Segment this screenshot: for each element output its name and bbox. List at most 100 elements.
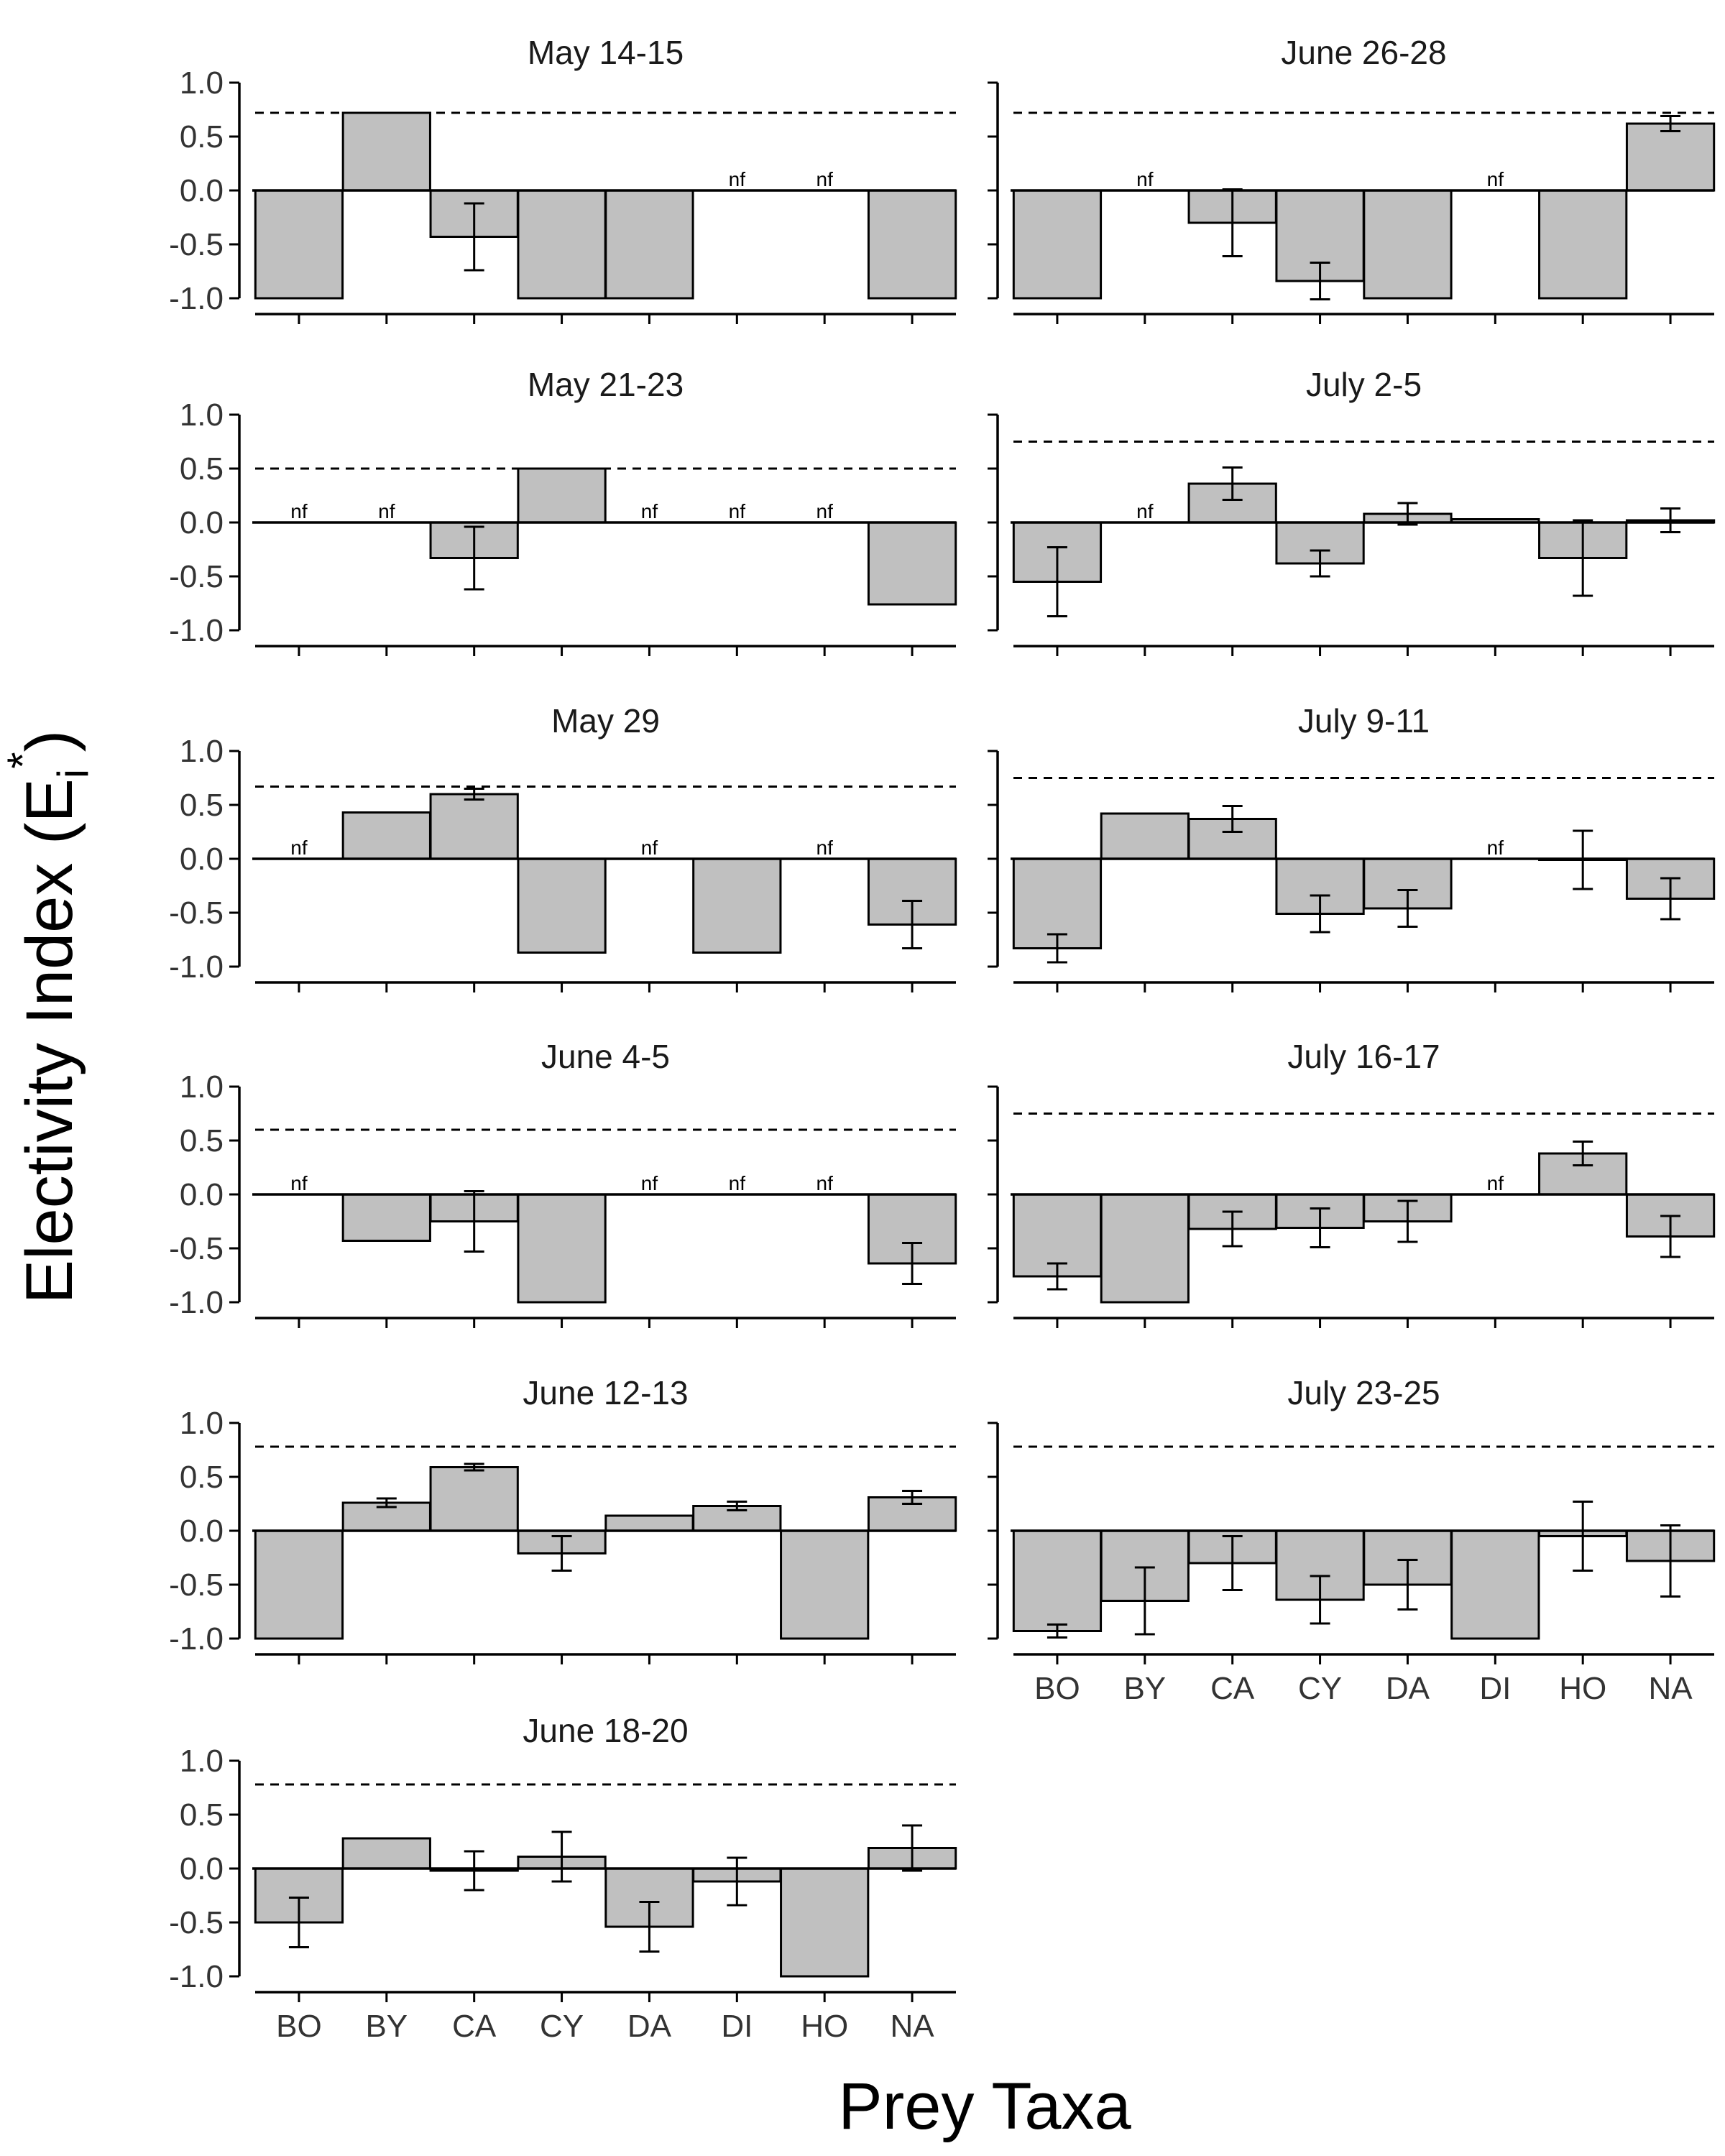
bar-CY bbox=[517, 467, 607, 524]
x-tick-label-CY: CY bbox=[540, 2009, 584, 2044]
y-tick-label: -1.0 bbox=[169, 949, 224, 985]
y-tick-label: -0.5 bbox=[169, 559, 224, 594]
y-tick-label: 1.0 bbox=[180, 1743, 224, 1779]
x-tick-label-NA: NA bbox=[1649, 1671, 1693, 1706]
bar-CY bbox=[517, 1193, 607, 1304]
panel-title: May 21-23 bbox=[528, 366, 684, 403]
nf-label-DI: nf bbox=[1487, 837, 1504, 859]
panel-june-18-20: June 18-20 1.0 0.5 0.0 -0.5 -1.0 BO BY CA CY DA DI H… bbox=[169, 1712, 957, 2044]
y-tick-label: -1.0 bbox=[169, 281, 224, 316]
y-tick-label: 0.0 bbox=[180, 1851, 224, 1886]
nf-label-DI: nf bbox=[729, 1172, 746, 1194]
panel-may-14-15: May 14-15 nf nf 1.0 0.5 0.0 -0.5 -1.0 bbox=[169, 34, 957, 324]
bar-BY bbox=[341, 111, 431, 192]
nf-label-BO: nf bbox=[290, 837, 308, 859]
y-tick-label: 1.0 bbox=[180, 1069, 224, 1105]
x-tick-label-BO: BO bbox=[1034, 1671, 1080, 1706]
x-tick-label-BY: BY bbox=[1123, 1671, 1166, 1706]
panel-july-9-11: July 9-11 nf bbox=[988, 702, 1716, 992]
y-tick-label: 0.0 bbox=[180, 173, 224, 208]
bar-HO bbox=[780, 1529, 870, 1640]
y-tick-label: -1.0 bbox=[169, 613, 224, 648]
y-tick-label: -0.5 bbox=[169, 1231, 224, 1266]
panel-july-23-25: July 23-25 BO BY CA CY DA DI HO NA bbox=[988, 1374, 1716, 1706]
nf-label-BY: nf bbox=[1136, 168, 1154, 190]
y-tick-label: 0.5 bbox=[180, 788, 224, 823]
nf-label-DI: nf bbox=[1487, 1172, 1504, 1194]
panel-title: July 23-25 bbox=[1287, 1374, 1440, 1411]
y-tick-label: 0.0 bbox=[180, 1514, 224, 1549]
panel-may-21-23: May 21-23 nf nf nf nf nf 1.0 0.5 0.0 -0.5 -1.0 bbox=[169, 366, 957, 656]
x-tick-label-DA: DA bbox=[1386, 1671, 1430, 1706]
bar-BO bbox=[254, 189, 344, 300]
panel-title: July 16-17 bbox=[1287, 1038, 1440, 1075]
panel-july-2-5: July 2-5 nf bbox=[988, 366, 1716, 656]
x-tick-label-DI: DI bbox=[1479, 1671, 1511, 1706]
bar-DA bbox=[1363, 189, 1453, 300]
bar-BO bbox=[1012, 1529, 1103, 1632]
nf-label-DA: nf bbox=[641, 500, 658, 522]
panel-title: June 4-5 bbox=[541, 1038, 670, 1075]
x-tick-label-HO: HO bbox=[801, 2009, 848, 2044]
panel-title: July 2-5 bbox=[1306, 366, 1422, 403]
y-tick-label: 0.0 bbox=[180, 842, 224, 877]
bar-HO bbox=[1538, 189, 1628, 300]
y-axis-title-main: Electivity Index (E bbox=[13, 778, 86, 1304]
x-tick-label-CA: CA bbox=[1210, 1671, 1255, 1706]
y-axis-title-close: ) bbox=[13, 730, 86, 752]
bar-NA bbox=[867, 189, 957, 300]
y-tick-label: 1.0 bbox=[180, 734, 224, 769]
nf-label-BY: nf bbox=[378, 500, 395, 522]
panel-june-4-5: June 4-5 nf nf nf nf 1.0 0.5 0.0 -0.5 -1.0 bbox=[169, 1038, 957, 1328]
y-tick-label: 0.0 bbox=[180, 1177, 224, 1212]
bar-DA bbox=[604, 1514, 694, 1532]
y-axis-title-sup: * bbox=[0, 752, 47, 768]
bar-CA bbox=[429, 793, 519, 860]
bar-BY bbox=[341, 1193, 431, 1242]
y-tick-label: -0.5 bbox=[169, 227, 224, 262]
panel-title: July 9-11 bbox=[1298, 702, 1430, 740]
nf-label-BY: nf bbox=[1136, 500, 1154, 522]
bar-DI bbox=[1450, 1529, 1540, 1640]
bar-DI bbox=[692, 857, 782, 954]
y-tick-label: 0.0 bbox=[180, 505, 224, 540]
panel-may-29: May 29 nf nf nf 1.0 0.5 0.0 -0.5 -1.0 bbox=[169, 702, 957, 992]
x-tick-label-BY: BY bbox=[365, 2009, 408, 2044]
nf-label-DI: nf bbox=[729, 500, 746, 522]
x-tick-label-DI: DI bbox=[721, 2009, 753, 2044]
bar-BY bbox=[341, 811, 431, 860]
y-tick-label: -1.0 bbox=[169, 1959, 224, 1994]
x-tick-label-CA: CA bbox=[452, 2009, 497, 2044]
nf-label-HO: nf bbox=[816, 837, 834, 859]
y-tick-label: -1.0 bbox=[169, 1621, 224, 1657]
y-tick-label: 1.0 bbox=[180, 397, 224, 433]
panel-title: May 29 bbox=[551, 702, 660, 740]
nf-label-HO: nf bbox=[816, 1172, 834, 1194]
bar-BY bbox=[1100, 812, 1190, 860]
panel-title: June 18-20 bbox=[523, 1712, 688, 1749]
x-tick-label-NA: NA bbox=[891, 2009, 935, 2044]
bar-HO bbox=[780, 1867, 870, 1978]
nf-label-HO: nf bbox=[816, 500, 834, 522]
x-tick-label-BO: BO bbox=[276, 2009, 322, 2044]
y-tick-label: 0.5 bbox=[180, 119, 224, 155]
bar-CY bbox=[517, 189, 607, 300]
bar-DA bbox=[604, 189, 694, 300]
y-axis-title: Electivity Index (Ei*) bbox=[0, 730, 97, 1304]
panels-layer: May 14-15 nf nf 1.0 0.5 0.0 -0.5 -1.0 May 21-23 n… bbox=[169, 34, 1716, 2044]
panel-july-16-17: July 16-17 nf bbox=[988, 1038, 1716, 1328]
nf-label-DI: nf bbox=[729, 168, 746, 190]
panel-title: May 14-15 bbox=[528, 34, 684, 71]
y-tick-label: 0.5 bbox=[180, 1460, 224, 1495]
panel-june-12-13: June 12-13 1.0 0.5 0.0 -0.5 -1.0 bbox=[169, 1374, 957, 1664]
y-tick-label: -0.5 bbox=[169, 1905, 224, 1940]
bar-BO bbox=[1012, 189, 1103, 300]
y-axis-title-sub: i bbox=[49, 769, 97, 778]
y-tick-label: 0.5 bbox=[180, 1797, 224, 1833]
nf-label-DA: nf bbox=[641, 1172, 658, 1194]
y-tick-label: 0.5 bbox=[180, 1123, 224, 1158]
bar-CA bbox=[429, 1466, 519, 1532]
x-tick-label-HO: HO bbox=[1559, 1671, 1606, 1706]
y-tick-label: -1.0 bbox=[169, 1285, 224, 1320]
panel-title: June 12-13 bbox=[523, 1374, 688, 1411]
